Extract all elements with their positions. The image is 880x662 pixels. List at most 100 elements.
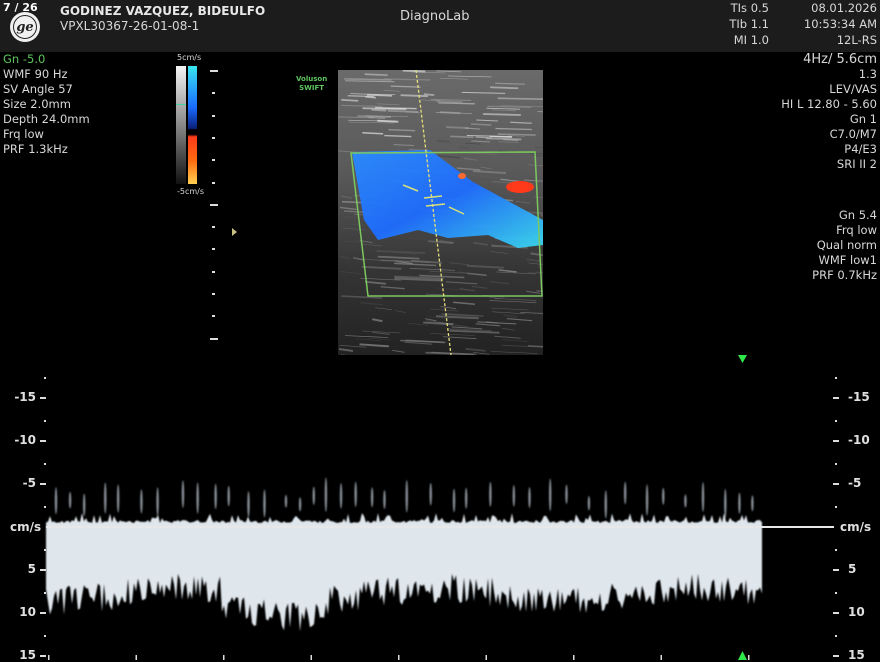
- param-size: Size 2.0mm: [3, 97, 90, 112]
- velocity-tick: [833, 612, 839, 614]
- tis-value: TIs 0.5: [709, 1, 769, 16]
- param-sv-angle: SV Angle 57: [3, 82, 90, 97]
- time-tick: [223, 655, 225, 660]
- velocity-minor-tick: [835, 463, 837, 465]
- velocity-minor-tick: [44, 549, 46, 551]
- speckle-line: [437, 141, 450, 142]
- param-harmonic: HI L 12.80 - 5.60: [781, 97, 877, 112]
- param-preset: LEV/VAS: [781, 82, 877, 97]
- spectrum-baseline[interactable]: [46, 526, 834, 528]
- time-tick: [573, 655, 575, 660]
- param-gain-2d: Gn 1: [781, 112, 877, 127]
- velocity-minor-tick: [835, 420, 837, 422]
- time-tick: [661, 655, 663, 660]
- velocity-tick: [833, 655, 839, 657]
- spectrum-artifact: [549, 478, 551, 511]
- velocity-minor-tick: [44, 420, 46, 422]
- focus-marker-icon: [232, 228, 237, 236]
- velocity-minor-tick: [835, 549, 837, 551]
- param-wmf: WMF 90 Hz: [3, 67, 90, 82]
- spectral-doppler-trace[interactable]: [0, 355, 880, 660]
- spectrum-artifact: [214, 484, 216, 510]
- time-axis: [48, 655, 750, 660]
- speckle-line: [459, 147, 469, 148]
- speckle-line: [436, 101, 463, 102]
- spectrum-artifact: [751, 495, 753, 511]
- spectrum-artifact: [684, 494, 686, 507]
- velocity-tick-label: -5: [14, 476, 36, 490]
- spectrum-artifact: [624, 482, 626, 504]
- velocity-minor-tick: [835, 592, 837, 594]
- spectrum-artifact: [117, 484, 119, 512]
- depth-tick: [212, 226, 215, 228]
- speckle-line: [375, 108, 417, 109]
- depth-tick: [212, 92, 215, 94]
- speckle-line: [490, 87, 518, 88]
- speckle-line: [365, 74, 388, 75]
- speckle-line: [371, 110, 386, 111]
- exam-time: 10:53:34 AM: [804, 17, 877, 32]
- velocity-tick: [833, 397, 839, 399]
- param-depth: Depth 24.0mm: [3, 112, 90, 127]
- velocity-tick: [40, 483, 46, 485]
- depth-tick: [210, 70, 218, 72]
- depth-tick: [212, 315, 215, 317]
- speckle-line: [483, 114, 521, 115]
- tib-value: TIb 1.1: [709, 17, 769, 32]
- depth-tick: [212, 271, 215, 273]
- speckle-line: [377, 121, 398, 122]
- speckle-line: [362, 133, 383, 134]
- spectrum-artifact: [83, 494, 85, 517]
- depth-tick: [212, 293, 215, 295]
- color-parameters: Gn 5.4 Frq low Qual norm WMF low1 PRF 0.…: [812, 208, 877, 283]
- velocity-tick-label: -10: [848, 433, 870, 447]
- velocity-minor-tick: [44, 635, 46, 637]
- param-color-gain: Gn 5.4: [812, 208, 877, 223]
- brand-line-2: SWIFT: [296, 84, 327, 93]
- spectrum-artifact: [285, 495, 287, 508]
- depth-tick: [210, 338, 218, 340]
- spectrum-artifact: [738, 493, 740, 514]
- patient-id: VPXL30367-26-01-08-1: [60, 19, 199, 34]
- brand-line-1: Voluson: [296, 75, 327, 84]
- depth-tick: [212, 137, 215, 139]
- spectrum-artifact: [299, 497, 301, 511]
- velocity-minor-tick: [44, 506, 46, 508]
- spectrum-artifact: [453, 489, 455, 513]
- time-tick: [748, 655, 750, 660]
- velocity-unit-right: cm/s: [840, 520, 871, 534]
- spectrum-artifact: [55, 487, 57, 514]
- probe-name: 12L-RS: [837, 33, 877, 48]
- grayscale-bar: [176, 66, 186, 184]
- speckle-line: [471, 124, 491, 125]
- velocity-minor-tick: [44, 463, 46, 465]
- param-zoom: 1.3: [781, 67, 877, 82]
- velocity-tick-label: -5: [848, 476, 861, 490]
- speckle-line: [365, 97, 376, 98]
- depth-tick: [212, 115, 215, 117]
- speckle-line: [401, 95, 428, 96]
- spectrum-artifact: [228, 486, 230, 506]
- spectrum-artifact: [565, 485, 567, 504]
- speckle-line: [367, 95, 392, 96]
- spectrum-artifact: [465, 488, 467, 509]
- spectrum-artifact: [340, 483, 342, 509]
- param-color-prf: PRF 0.7kHz: [812, 268, 877, 283]
- speckle-line: [341, 100, 358, 101]
- mi-value: MI 1.0: [709, 33, 769, 48]
- spectrum-artifact: [354, 482, 356, 508]
- velocity-tick: [40, 397, 46, 399]
- velocity-minor-tick: [835, 635, 837, 637]
- velocity-tick: [40, 440, 46, 442]
- imaging-parameters: 4Hz/ 5.6cm 1.3 LEV/VAS HI L 12.80 - 5.60…: [781, 52, 877, 172]
- spectrum-artifact: [646, 484, 648, 515]
- param-prf: PRF 1.3kHz: [3, 142, 90, 157]
- velocity-tick: [40, 612, 46, 614]
- param-quality: Qual norm: [812, 238, 877, 253]
- spectrum-artifact: [528, 487, 530, 508]
- time-tick: [48, 655, 50, 660]
- spectrum-artifact: [196, 482, 198, 513]
- spectrum-artifact: [605, 490, 607, 518]
- ultrasound-image[interactable]: [338, 70, 543, 355]
- speckle-line: [388, 111, 418, 112]
